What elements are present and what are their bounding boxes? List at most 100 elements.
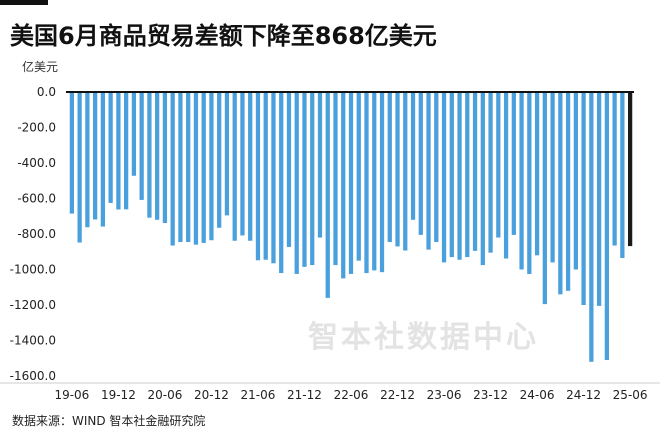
bar-20-07 xyxy=(170,92,175,246)
bar-21-07 xyxy=(263,92,268,260)
y-axis-ticks: 0.0 -200.0 -400.0 -600.0 -800.0 -1000.0 -1200.… xyxy=(10,85,56,383)
x-tick-label: 22-06 xyxy=(334,388,369,402)
bar-24-08 xyxy=(550,92,555,263)
bar-19-07 xyxy=(77,92,82,243)
bar-22-10 xyxy=(379,92,385,273)
chart-title: 美国6月商品贸易差额下降至868亿美元 xyxy=(10,22,437,50)
bar-21-10 xyxy=(286,92,292,247)
bar-21-12 xyxy=(302,92,307,267)
bar-22-12 xyxy=(395,92,400,247)
x-tick-label: 23-12 xyxy=(473,388,508,402)
bar-24-09 xyxy=(558,92,563,295)
x-axis-ticks: 19-06 19-12 20-06 20-12 21-06 21-12 22-06 22-12… xyxy=(54,388,647,402)
y-tick-label: -1200.0 xyxy=(10,298,56,312)
bar-24-04 xyxy=(519,92,524,270)
bar-24-10 xyxy=(565,92,571,291)
x-tick-label: 20-12 xyxy=(194,388,229,402)
y-tick-label: -1000.0 xyxy=(10,263,56,277)
bar-24-06 xyxy=(534,92,540,256)
bar-21-04 xyxy=(240,92,245,236)
bar-23-04 xyxy=(426,92,431,250)
bar-20-10 xyxy=(193,92,199,245)
bar-24-07 xyxy=(542,92,547,305)
bar-21-09 xyxy=(279,92,284,274)
bar-21-03 xyxy=(232,92,237,241)
data-source-note: 数据来源：WIND 智本社金融研究院 xyxy=(12,414,206,428)
bar-21-02 xyxy=(224,92,230,216)
bar-25-03 xyxy=(604,92,609,361)
bar-20-02 xyxy=(131,92,137,176)
bar-24-05 xyxy=(527,92,532,274)
bar-20-05 xyxy=(155,92,160,220)
y-tick-label: -1600.0 xyxy=(10,369,56,383)
bar-24-12 xyxy=(581,92,586,305)
bar-20-12 xyxy=(209,92,214,241)
bar-23-03 xyxy=(418,92,423,235)
bar-23-09 xyxy=(465,92,470,258)
bar-21-08 xyxy=(271,92,276,264)
bar-23-06 xyxy=(441,92,447,263)
x-tick-label: 24-12 xyxy=(566,388,601,402)
bar-20-06 xyxy=(162,92,168,223)
bar-20-01 xyxy=(124,92,129,210)
bar-22-02 xyxy=(317,92,323,238)
bar-25-05 xyxy=(620,92,625,258)
bar-series xyxy=(69,92,633,362)
x-tick-label: 22-12 xyxy=(380,388,415,402)
bar-22-07 xyxy=(356,92,361,261)
y-tick-label: -600.0 xyxy=(17,192,56,206)
bar-23-11 xyxy=(480,92,485,266)
bar-25-06 xyxy=(627,92,633,247)
bar-22-08 xyxy=(364,92,369,274)
x-tick-label: 25-06 xyxy=(613,388,648,402)
bar-22-04 xyxy=(333,92,338,266)
x-tick-label: 19-12 xyxy=(101,388,136,402)
bar-24-02 xyxy=(503,92,509,259)
title-accent-bar xyxy=(0,0,48,5)
y-axis-unit-label: 亿美元 xyxy=(22,60,59,74)
bar-22-11 xyxy=(387,92,392,242)
y-tick-label: -800.0 xyxy=(17,227,56,241)
bar-22-06 xyxy=(348,92,354,274)
bar-22-05 xyxy=(341,92,346,279)
bar-20-04 xyxy=(147,92,152,218)
watermark: 智本社数据中心 xyxy=(308,320,539,355)
bar-19-08 xyxy=(85,92,90,228)
bar-23-10 xyxy=(472,92,478,251)
bar-25-02 xyxy=(596,92,602,306)
y-tick-label: -200.0 xyxy=(17,121,56,135)
bar-25-04 xyxy=(612,92,617,246)
bar-24-03 xyxy=(511,92,516,235)
bar-21-01 xyxy=(217,92,222,228)
bar-20-11 xyxy=(201,92,206,243)
x-tick-label: 19-06 xyxy=(54,388,89,402)
bar-22-01 xyxy=(310,92,315,266)
bar-19-06 xyxy=(69,92,74,214)
bar-20-09 xyxy=(186,92,191,242)
bar-23-12 xyxy=(488,92,493,253)
bar-24-01 xyxy=(496,92,501,238)
y-tick-label: 0.0 xyxy=(37,85,56,99)
x-tick-label: 23-06 xyxy=(427,388,462,402)
bar-22-03 xyxy=(325,92,330,298)
bar-23-05 xyxy=(434,92,439,242)
bar-20-08 xyxy=(178,92,183,242)
bar-19-12 xyxy=(116,92,121,210)
bar-25-01 xyxy=(589,92,594,362)
y-tick-label: -400.0 xyxy=(17,156,56,170)
x-tick-label: 21-12 xyxy=(287,388,322,402)
bar-19-09 xyxy=(93,92,98,220)
bar-23-08 xyxy=(457,92,462,260)
bar-19-11 xyxy=(108,92,113,203)
y-tick-label: -1400.0 xyxy=(10,334,56,348)
x-tick-label: 20-06 xyxy=(147,388,182,402)
bar-23-01 xyxy=(403,92,408,251)
bar-23-07 xyxy=(449,92,454,258)
bar-23-02 xyxy=(410,92,416,220)
x-tick-label: 24-06 xyxy=(520,388,555,402)
bar-21-06 xyxy=(255,92,261,261)
bar-24-11 xyxy=(573,92,578,270)
bar-20-03 xyxy=(139,92,144,200)
bar-22-09 xyxy=(372,92,377,271)
